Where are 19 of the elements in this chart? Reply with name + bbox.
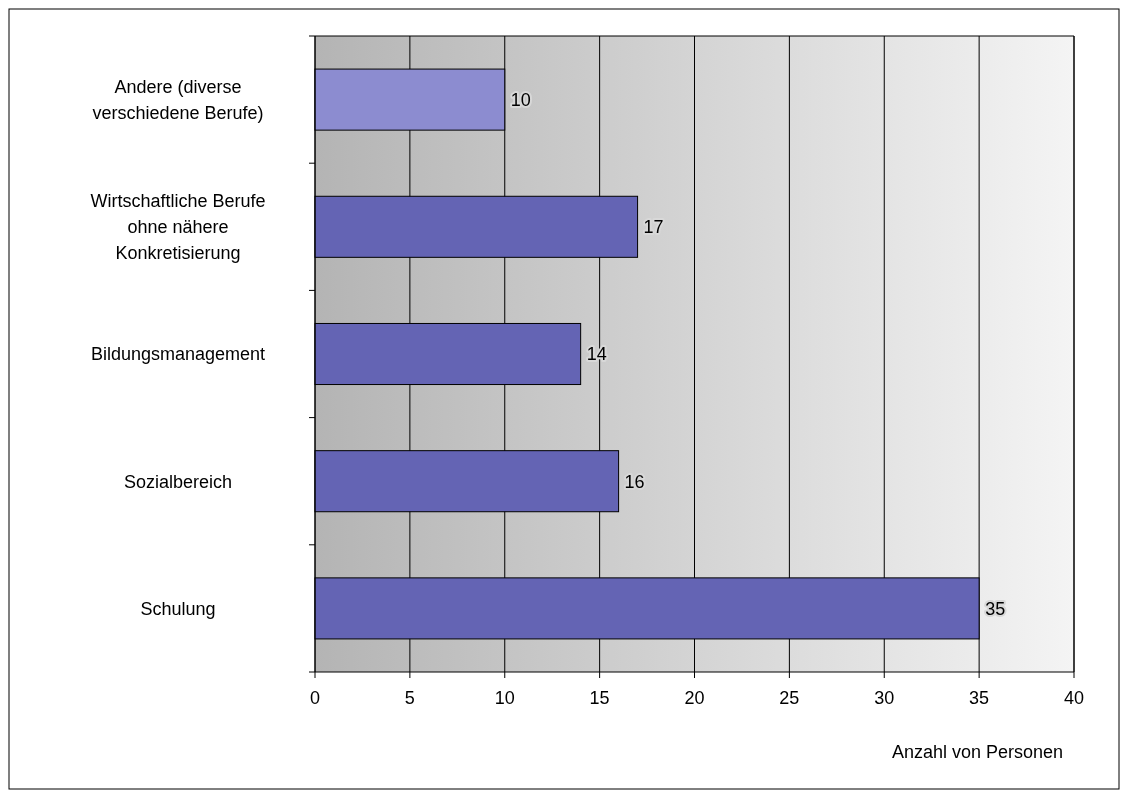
y-tick-label: Sozialbereich <box>123 471 233 492</box>
x-tick-label: 30 <box>874 688 895 708</box>
y-tick-label: Wirtschaftliche Berufe ohne nähere Konkretisierung <box>90 191 266 264</box>
x-tick-label: 10 <box>494 688 515 708</box>
data-label: 16 <box>624 471 645 492</box>
x-tick-label: 20 <box>684 688 705 708</box>
data-label: 17 <box>643 217 664 238</box>
x-tick-label: 40 <box>1063 688 1085 708</box>
x-tick-label: 35 <box>969 688 990 708</box>
data-label: 35 <box>985 598 1006 619</box>
x-tick-label: 25 <box>779 688 800 708</box>
x-tick-label: 5 <box>404 688 415 708</box>
data-label: 10 <box>510 89 531 110</box>
x-tick-label: 15 <box>589 688 610 708</box>
y-tick-label: Andere (diverse verschiedene Berufe) <box>92 76 264 123</box>
x-tick-label: 0 <box>309 688 321 708</box>
y-tick-label: Bildungsmanagement <box>90 344 266 365</box>
x-axis-title: Anzahl von Personen <box>891 742 1063 762</box>
y-tick-label: Schulung <box>140 598 216 619</box>
